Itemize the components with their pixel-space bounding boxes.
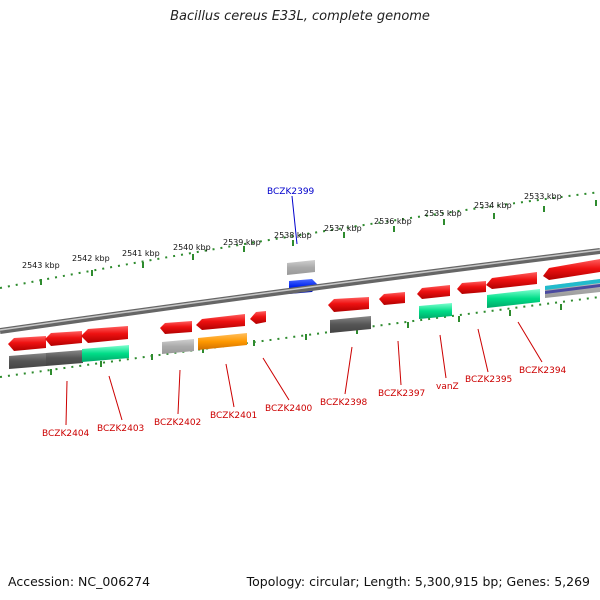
scale-label: 2534 kbp xyxy=(474,201,512,210)
genome-backbone xyxy=(0,248,600,334)
gene-arrow-bczk2401[interactable] xyxy=(196,314,245,330)
gene-labels: BCZK2404 BCZK2403 BCZK2402 BCZK2401 BCZK… xyxy=(42,366,567,439)
scale-label: 2536 kbp xyxy=(374,217,412,226)
gene-label-bczk2403[interactable]: BCZK2403 xyxy=(97,424,144,434)
gene-label-bczk2395[interactable]: BCZK2395 xyxy=(465,375,512,385)
scale-label: 2540 kbp xyxy=(173,243,211,252)
gene-arrow-bczk2398[interactable] xyxy=(328,297,369,312)
lower-major-ticks xyxy=(50,304,562,375)
genome-summary-text: Topology: circular; Length: 5,300,915 bp… xyxy=(246,574,590,589)
gene-label-vanz[interactable]: vanZ xyxy=(436,382,459,392)
accession-text: Accession: NC_006274 xyxy=(8,574,151,589)
leader-lines xyxy=(65,321,543,426)
scale-labels: 2543 kbp 2542 kbp 2541 kbp 2540 kbp 2539… xyxy=(22,192,562,270)
upper-major-ticks xyxy=(40,200,597,285)
gene-arrow-edge[interactable] xyxy=(543,259,600,280)
gene-arrow-bczk2394[interactable] xyxy=(486,272,537,289)
gene-arrow-bczk2400[interactable] xyxy=(250,311,266,324)
gene-label-bczk2397[interactable]: BCZK2397 xyxy=(378,389,425,399)
scale-label: 2537 kbp xyxy=(324,224,362,233)
scale-label: 2543 kbp xyxy=(22,261,60,270)
scale-label: 2535 kbp xyxy=(424,209,462,218)
gene-arrow-bczk2395[interactable] xyxy=(457,281,486,294)
hit-box-light xyxy=(287,260,315,275)
gene-arrow-vanz[interactable] xyxy=(417,285,450,299)
gene-label-bczk2402[interactable]: BCZK2402 xyxy=(154,418,201,428)
gene-arrow-bczk2404[interactable] xyxy=(8,336,46,351)
gene-arrow-bczk2397[interactable] xyxy=(379,292,405,305)
gene-arrow-bczk2403a[interactable] xyxy=(45,331,82,346)
gene-arrows xyxy=(8,259,600,351)
lower-tick-track xyxy=(0,296,600,378)
map-title: Bacillus cereus E33L, complete genome xyxy=(170,9,430,24)
scale-label: 2542 kbp xyxy=(72,254,110,263)
upper-tick-track xyxy=(0,191,600,289)
gene-label-bczk2399[interactable]: BCZK2399 xyxy=(267,187,315,197)
gene-arrow-bczk2403[interactable] xyxy=(81,326,128,343)
gene-label-bczk2398[interactable]: BCZK2398 xyxy=(320,398,368,408)
gene-label-bczk2404[interactable]: BCZK2404 xyxy=(42,429,90,439)
gene-label-bczk2394[interactable]: BCZK2394 xyxy=(519,366,567,376)
gene-arrow-bczk2402[interactable] xyxy=(160,321,192,334)
hit-boxes xyxy=(9,279,600,369)
gene-label-bczk2400[interactable]: BCZK2400 xyxy=(265,404,313,414)
scale-label: 2541 kbp xyxy=(122,249,160,258)
scale-label: 2538 kbp xyxy=(274,231,312,240)
scale-label: 2533 kbp xyxy=(524,192,562,201)
gene-label-bczk2401[interactable]: BCZK2401 xyxy=(210,411,257,421)
highlight-leader-line xyxy=(291,195,298,245)
scale-label: 2539 kbp xyxy=(223,238,261,247)
